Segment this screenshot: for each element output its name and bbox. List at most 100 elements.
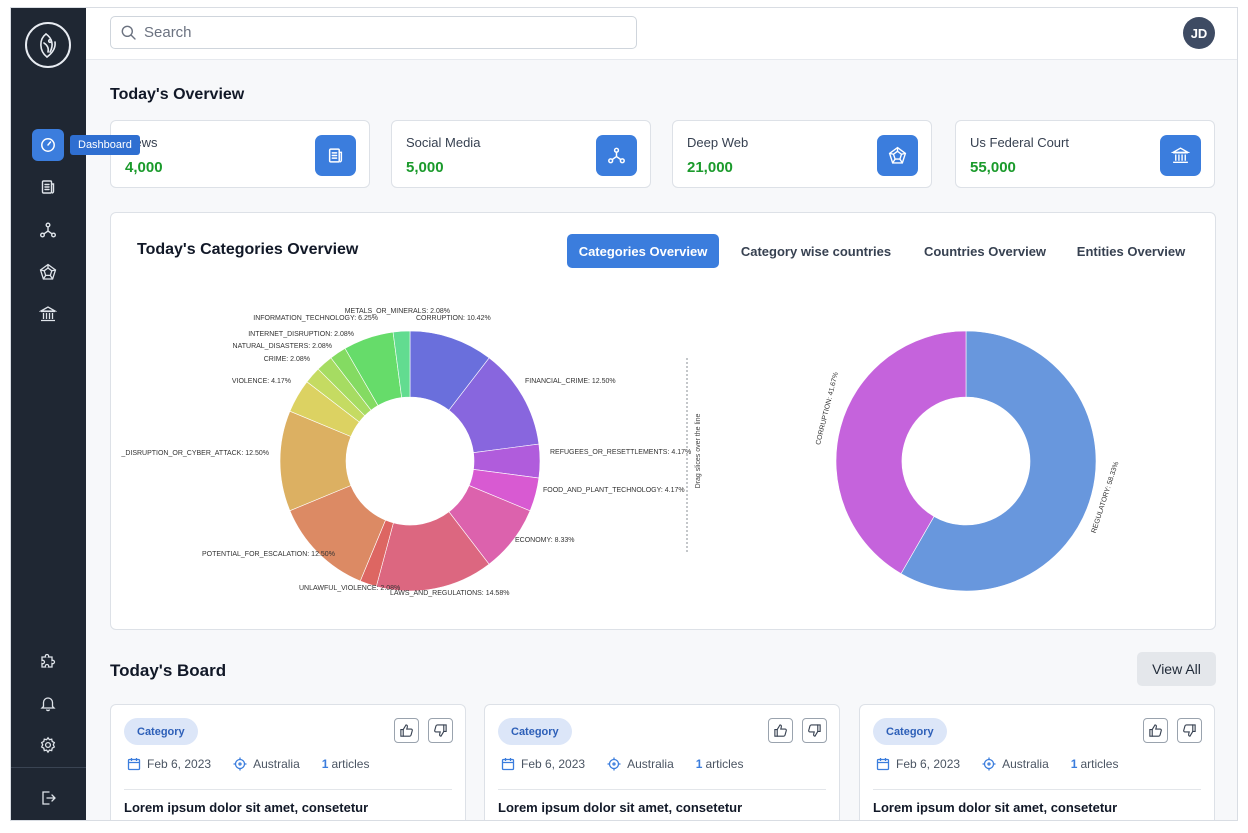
location-icon bbox=[607, 757, 621, 771]
app-window: Dashboard JD bbox=[10, 7, 1238, 821]
stat-value: 55,000 bbox=[970, 159, 1016, 176]
bell-icon bbox=[40, 697, 56, 712]
article-count: 1 bbox=[1070, 757, 1078, 771]
slice-label: FINANCIAL_CRIME: 12.50% bbox=[525, 378, 616, 385]
card-divider bbox=[124, 789, 452, 790]
thumbs-up-icon bbox=[1149, 724, 1162, 737]
stat-value: 5,000 bbox=[406, 159, 444, 176]
donut-slice[interactable] bbox=[392, 330, 411, 398]
news-icon bbox=[41, 180, 55, 194]
board-card[interactable]: Category Feb 6, 2023 Australia 1 articles… bbox=[484, 704, 840, 820]
sidebar-item-logout[interactable] bbox=[32, 782, 64, 814]
card-title[interactable]: Lorem ipsum dolor sit amet, consetetur bbox=[873, 800, 1118, 815]
slice-label: METALS_OR_MINERALS: 2.08% bbox=[345, 308, 450, 315]
sidebar: Dashboard bbox=[11, 8, 140, 820]
board-card[interactable]: Category Feb 6, 2023 Australia 1 articles… bbox=[859, 704, 1215, 820]
card-title[interactable]: Lorem ipsum dolor sit amet, consetetur bbox=[498, 800, 743, 815]
search-input[interactable] bbox=[144, 24, 594, 41]
card-divider bbox=[498, 789, 826, 790]
sidebar-item-notifications[interactable] bbox=[32, 687, 64, 719]
stat-card-news[interactable]: News 4,000 bbox=[110, 120, 370, 188]
card-date: Feb 6, 2023 bbox=[521, 757, 586, 771]
like-button[interactable] bbox=[1143, 718, 1168, 743]
social-network-icon bbox=[40, 222, 56, 238]
sidebar-item-dashboard[interactable] bbox=[32, 129, 64, 161]
slice-label: INTERNET_DISRUPTION: 2.08% bbox=[248, 331, 354, 338]
card-date: Feb 6, 2023 bbox=[896, 757, 961, 771]
puzzle-icon bbox=[41, 653, 56, 668]
card-date: Feb 6, 2023 bbox=[147, 757, 212, 771]
view-all-button[interactable]: View All bbox=[1137, 652, 1216, 686]
card-divider bbox=[873, 789, 1201, 790]
gear-icon bbox=[40, 736, 56, 754]
sidebar-item-settings[interactable] bbox=[32, 729, 64, 761]
articles-label: articles bbox=[1080, 757, 1119, 771]
dislike-button[interactable] bbox=[1177, 718, 1202, 743]
stat-label: Us Federal Court bbox=[970, 135, 1069, 150]
dashboard-icon bbox=[41, 138, 55, 152]
stat-card-social-media[interactable]: Social Media 5,000 bbox=[391, 120, 651, 188]
stat-label: Social Media bbox=[406, 135, 481, 150]
categories-title: Today's Categories Overview bbox=[137, 241, 359, 258]
like-button[interactable] bbox=[394, 718, 419, 743]
dislike-button[interactable] bbox=[428, 718, 453, 743]
location-icon bbox=[233, 757, 247, 771]
board-title: Today's Board bbox=[110, 661, 227, 680]
news-icon bbox=[328, 148, 343, 163]
like-button[interactable] bbox=[768, 718, 793, 743]
tab-countries-overview[interactable]: Countries Overview bbox=[923, 243, 1047, 259]
slice-label: _DISRUPTION_OR_CYBER_ATTACK: 12.50% bbox=[120, 450, 269, 457]
thumbs-up-icon bbox=[774, 724, 787, 737]
app-logo[interactable] bbox=[25, 22, 71, 68]
slice-label: INFORMATION_TECHNOLOGY: 6.25% bbox=[253, 315, 378, 322]
card-title[interactable]: Lorem ipsum dolor sit amet, consetetur bbox=[124, 800, 369, 815]
thumbs-down-icon bbox=[808, 724, 821, 737]
social-network-icon bbox=[608, 147, 625, 164]
donut-slice[interactable] bbox=[900, 330, 1097, 592]
category-chip[interactable]: Category bbox=[124, 718, 198, 745]
sidebar-item-federal-court[interactable] bbox=[32, 298, 64, 330]
categories-donut-chart: CORRUPTION: 10.42% FINANCIAL_CRIME: 12.50… bbox=[120, 308, 691, 597]
dislike-button[interactable] bbox=[802, 718, 827, 743]
thumbs-down-icon bbox=[434, 724, 447, 737]
stat-label: Deep Web bbox=[687, 135, 749, 150]
calendar-icon bbox=[127, 758, 141, 771]
categories-panel: Today's Categories Overview Categories O… bbox=[110, 212, 1216, 630]
slice-label: VIOLENCE: 4.17% bbox=[232, 378, 291, 385]
logout-icon bbox=[42, 791, 56, 805]
thumbs-up-icon bbox=[400, 724, 413, 737]
deep-web-icon bbox=[39, 263, 57, 280]
slice-label: CORRUPTION: 10.42% bbox=[416, 315, 491, 322]
stat-card-deep-web[interactable]: Deep Web 21,000 bbox=[672, 120, 932, 188]
sidebar-item-deep-web[interactable] bbox=[32, 256, 64, 288]
court-icon bbox=[1171, 147, 1190, 164]
drag-divider-label: Drag slices over the line bbox=[695, 414, 702, 489]
tab-categories-overview[interactable]: Categories Overview bbox=[567, 234, 719, 268]
top-bar: JD bbox=[86, 8, 1237, 60]
search-box[interactable] bbox=[110, 16, 637, 49]
category-chip[interactable]: Category bbox=[498, 718, 572, 745]
article-count: 1 bbox=[695, 757, 703, 771]
slice-label: REFUGEES_OR_RESETTLEMENTS: 4.17% bbox=[550, 449, 691, 456]
stat-card-federal-court[interactable]: Us Federal Court 55,000 bbox=[955, 120, 1215, 188]
card-country: Australia bbox=[1002, 757, 1049, 771]
location-icon bbox=[982, 757, 996, 771]
thumbs-down-icon bbox=[1183, 724, 1196, 737]
board-card[interactable]: Category Feb 6, 2023 Australia 1 articles… bbox=[110, 704, 466, 820]
sidebar-divider bbox=[11, 767, 86, 768]
tab-category-wise-countries[interactable]: Category wise countries bbox=[740, 243, 892, 259]
category-chip[interactable]: Category bbox=[873, 718, 947, 745]
deep-web-stat-icon bbox=[877, 135, 918, 176]
donut-slice[interactable] bbox=[835, 330, 967, 575]
slice-label: UNLAWFUL_VIOLENCE: 2.08% bbox=[299, 585, 400, 592]
calendar-icon bbox=[876, 758, 890, 771]
sidebar-item-social-media[interactable] bbox=[32, 214, 64, 246]
social-media-stat-icon bbox=[596, 135, 637, 176]
sidebar-item-news[interactable] bbox=[32, 171, 64, 203]
slice-label: FOOD_AND_PLANT_TECHNOLOGY: 4.17% bbox=[543, 487, 685, 494]
tab-entities-overview[interactable]: Entities Overview bbox=[1076, 243, 1186, 259]
user-avatar[interactable]: JD bbox=[1183, 17, 1215, 49]
articles-label: articles bbox=[331, 757, 370, 771]
sidebar-item-plugins[interactable] bbox=[32, 645, 64, 677]
calendar-icon bbox=[501, 758, 515, 771]
